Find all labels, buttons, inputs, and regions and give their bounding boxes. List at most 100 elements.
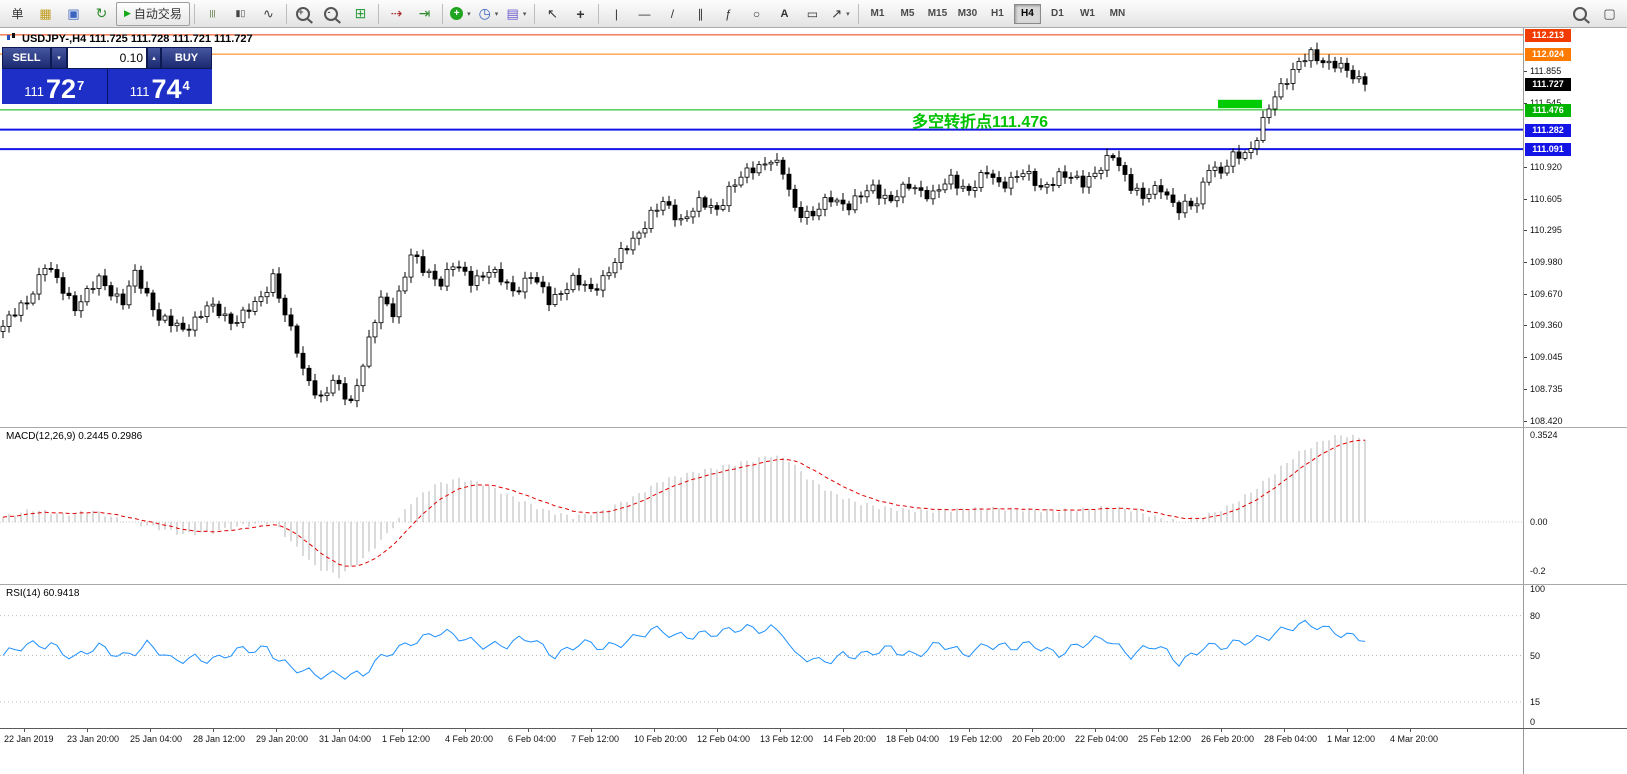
indicators-icon: + [450,7,464,20]
main-toolbar: 单 ▦ ▣ ↻ ▶ 自动交易 ||| ▮▯ ∿ + - ⊞ ⇢ ⇥ + ▾ ◷ ▾ ▤ ▾ ↖ + | — / ∥ ƒ ○ A ▭ ↗ ▾ M1… [0,0,1627,28]
refresh-icon: ↻ [95,5,108,21]
vertical-line-button[interactable]: | [603,2,630,26]
macd-pane[interactable] [0,428,1523,584]
sell-button[interactable]: SELL [2,47,51,69]
indicators-button[interactable]: + ▾ [447,2,474,26]
toolbar-separator [285,3,287,24]
trendline-button[interactable]: / [659,2,686,26]
time-tick-mark [969,729,970,732]
periods-icon: ◷ [478,5,491,21]
rsi-axis-label: 80 [1530,611,1541,621]
timeframe-mn-button[interactable]: MN [1109,8,1126,19]
price-level-label: 111.091 [1525,143,1571,156]
sell-price-big: 72 [45,74,77,104]
time-axis-label: 31 Jan 04:00 [319,734,372,744]
price-tick-mark [1524,230,1527,231]
volume-stepper[interactable]: ▴ [147,47,161,69]
line-chart-type-button[interactable]: ∿ [255,2,282,26]
symbol-window-button[interactable]: ▢ [1596,2,1623,26]
time-axis-label: 20 Feb 20:00 [1012,734,1066,744]
timeframe-h4-button[interactable]: H4 [1013,3,1041,24]
timeframe-m15-button[interactable]: M15 [927,8,948,19]
symbol-window-icon: ▢ [1603,5,1616,21]
price-level-label: 111.282 [1525,124,1571,137]
macd-axis-label: -0.2 [1530,566,1546,576]
search-button[interactable] [1568,2,1595,26]
price-tick-mark [1524,199,1527,200]
horizontal-line-icon: — [638,6,651,21]
highlight-rectangle[interactable] [1218,99,1262,109]
price-tick-label: 111.545 [1530,98,1562,108]
rsi-pane[interactable] [0,585,1523,728]
new-order-button[interactable]: 单 [4,2,31,26]
auto-scroll-button[interactable]: ⇢ [383,2,410,26]
refresh-icon[interactable]: ↻ [88,2,115,26]
buy-price-pip: 4 [182,78,190,93]
horizontal-line-button[interactable]: — [631,2,658,26]
auto-scroll-icon: ⇢ [390,5,403,21]
volume-input[interactable] [68,50,146,66]
buy-price-button[interactable]: 111 74 4 [107,69,212,104]
charts-icon[interactable]: ▦ [32,2,59,26]
price-level-label: 112.213 [1525,29,1571,42]
text-button[interactable]: A [771,2,798,26]
price-tick-label: 108.420 [1530,416,1563,426]
time-axis-label: 12 Feb 04:00 [697,734,751,744]
timeframe-m30-button[interactable]: M30 [957,8,978,19]
autotrading-icon: ▶ [124,8,131,18]
time-axis-label: 4 Mar 20:00 [1390,734,1439,744]
ellipse-button[interactable]: ○ [743,2,770,26]
label-button[interactable]: ▭ [799,2,826,26]
time-tick-mark [213,729,214,732]
rsi-axis-label: 15 [1530,697,1541,707]
arrows-button[interactable]: ↗ ▾ [827,2,854,26]
zoom-out-button[interactable]: - [319,2,346,26]
zoom-in-button[interactable]: + [291,2,318,26]
charts-icon: ▦ [39,5,52,21]
chart-shift-button[interactable]: ⇥ [411,2,438,26]
current-price-label: 111.727 [1525,78,1571,91]
periods-button[interactable]: ◷ ▾ [475,2,502,26]
price-tick-label: 109.670 [1530,289,1563,299]
price-level-label: 112.024 [1525,48,1571,61]
autotrading-button[interactable]: ▶ 自动交易 [116,1,190,26]
candlestick-chart[interactable] [0,28,1523,427]
fibonacci-button[interactable]: ƒ [715,2,742,26]
price-tick-mark [1524,325,1527,326]
time-axis-label: 28 Feb 04:00 [1264,734,1318,744]
crosshair-button[interactable]: + [567,2,594,26]
arrows-dropdown-icon: ▾ [846,10,850,18]
time-axis-label: 14 Feb 20:00 [823,734,877,744]
price-axis[interactable]: 111.855 111.545 110.920 110.605 110.295 109.9… [1523,28,1627,774]
autotrading-label: 自动交易 [133,7,182,21]
timeframe-d1-button[interactable]: D1 [1051,8,1064,19]
timeframe-m5-button[interactable]: M5 [900,8,915,19]
candlestick-chart-type-button[interactable]: ▮▯ [227,2,254,26]
rsi-chart[interactable] [0,585,1523,728]
timeframe-w1-button[interactable]: W1 [1079,8,1095,19]
bar-chart-type-button[interactable]: ||| [199,2,226,26]
sell-price-button[interactable]: 111 72 7 [2,69,107,104]
timeframe-m1-button[interactable]: M1 [870,8,885,19]
timeframe-h1-button[interactable]: H1 [991,8,1004,19]
price-tick-mark [1524,421,1527,422]
buy-button[interactable]: BUY [161,47,212,69]
cursor-button[interactable]: ↖ [539,2,566,26]
pane-splitter-main-macd[interactable] [0,427,1627,428]
time-axis-label: 22 Jan 2019 [4,734,54,744]
main-chart-pane[interactable] [0,28,1523,427]
macd-signal-line [2,439,1366,567]
channel-button[interactable]: ∥ [687,2,714,26]
macd-axis-label: 0.3524 [1530,430,1558,440]
templates-button[interactable]: ▤ ▾ [503,2,530,26]
toolbar-separator [597,3,599,24]
annotation-text[interactable]: 多空转折点111.476 [912,114,1049,131]
new-chart-icon[interactable]: ▣ [60,2,87,26]
time-axis-label: 18 Feb 04:00 [886,734,940,744]
tile-windows-button[interactable]: ⊞ [347,2,374,26]
time-axis-label: 1 Feb 12:00 [382,734,431,744]
trade-options-dropdown[interactable]: ▾ [51,47,67,69]
time-axis[interactable]: 22 Jan 2019 23 Jan 20:00 25 Jan 04:00 28 Ja… [0,729,1523,774]
pane-splitter-macd-rsi[interactable] [0,584,1627,585]
macd-chart[interactable] [0,428,1523,584]
